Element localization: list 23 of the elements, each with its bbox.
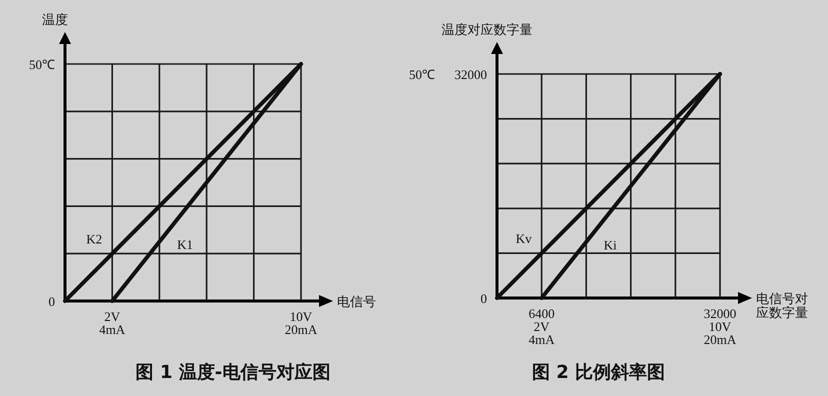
x-tick-label: 10V: [290, 309, 313, 324]
x-tick-label: 32000: [704, 306, 736, 321]
x-axis-title: 电信号: [337, 294, 376, 309]
series-label: K2: [86, 232, 102, 247]
y-tick-label: 0: [480, 291, 487, 306]
series-label: K1: [177, 237, 194, 252]
text: 图 1 温度-电信号对应图: [136, 362, 330, 383]
x2-tick-label: 2V: [534, 319, 550, 334]
text: 50℃: [409, 67, 435, 82]
series-label: Ki: [604, 238, 618, 253]
y-axis-title: 温度: [42, 12, 68, 27]
text: 图 2 比例斜率图: [532, 362, 666, 383]
x2-tick-label: 4mA: [99, 322, 126, 337]
text: 4mA: [528, 332, 556, 347]
text: 20mA: [704, 332, 737, 347]
x2-tick-label: 10V: [708, 319, 732, 334]
x-axis-title: 电信号对应数字量: [756, 291, 808, 320]
y-tick-label: 0: [48, 294, 55, 309]
x2-tick-label: 20mA: [284, 322, 318, 337]
x-tick-label: 6400: [528, 306, 555, 321]
x-tick-label: 2V: [104, 309, 121, 324]
y-axis-title: 温度对应数字量: [442, 22, 532, 37]
series-label: Kv: [516, 231, 532, 246]
